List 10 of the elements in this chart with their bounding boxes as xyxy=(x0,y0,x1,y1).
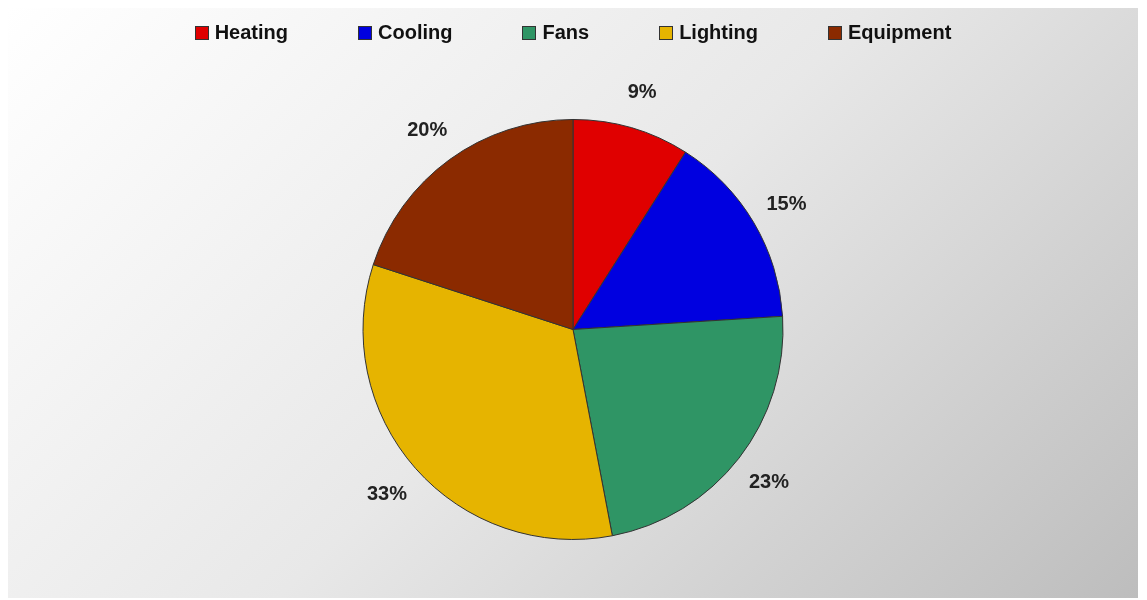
data-label: 15% xyxy=(766,192,807,215)
data-label: 9% xyxy=(627,80,657,103)
legend-label: Cooling xyxy=(378,21,453,44)
legend-label: Fans xyxy=(542,21,590,44)
legend-label: Lighting xyxy=(679,21,758,44)
legend-label: Heating xyxy=(214,21,288,44)
data-label: 23% xyxy=(748,470,790,493)
legend-label: Equipment xyxy=(847,21,952,44)
data-label: 33% xyxy=(366,482,408,505)
data-label: 20% xyxy=(407,117,448,140)
